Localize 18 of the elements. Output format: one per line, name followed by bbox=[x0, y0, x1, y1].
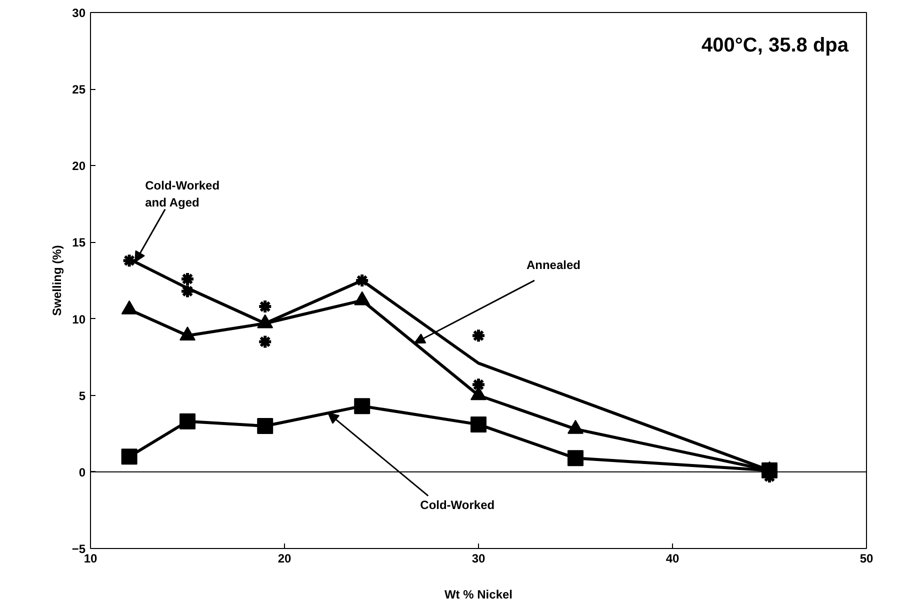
x-tick-label: 40 bbox=[666, 552, 680, 566]
y-tick-label: 30 bbox=[72, 6, 86, 20]
y-tick-label: 10 bbox=[72, 312, 86, 326]
text: Cold-Worked bbox=[420, 498, 495, 512]
y-tick-label: 0 bbox=[78, 465, 86, 480]
y-tick-label: 20 bbox=[72, 159, 86, 174]
y-axis-title: Swelling (%) bbox=[50, 245, 64, 316]
y-tick-label: 5 bbox=[78, 388, 86, 403]
annotation: 400°C, 35.8 dpa bbox=[702, 34, 850, 56]
y-tick-label: 25 bbox=[72, 82, 86, 97]
text: Cold-Worked and Aged bbox=[145, 178, 220, 210]
text: Annealed bbox=[526, 258, 580, 272]
x-tick-label: 20 bbox=[278, 552, 292, 566]
x-tick-label: 30 bbox=[472, 552, 486, 566]
y-tick-label: −5 bbox=[72, 542, 86, 556]
x-axis-title: Wt % Nickel bbox=[444, 588, 513, 602]
x-tick-label: 50 bbox=[860, 552, 874, 566]
y-tick-label: 15 bbox=[72, 236, 86, 250]
